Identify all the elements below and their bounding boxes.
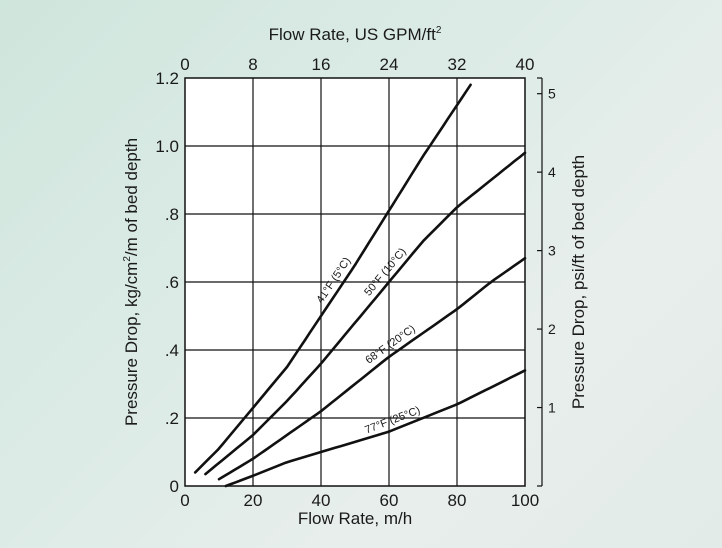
y-tick-label: .8 bbox=[165, 205, 179, 224]
x-tick-label: 20 bbox=[244, 491, 263, 510]
x2-tick-label: 40 bbox=[516, 55, 535, 74]
x-axis-title: Flow Rate, m/h bbox=[298, 509, 412, 528]
series-line-2 bbox=[204, 151, 527, 476]
x-tick-label: 0 bbox=[180, 491, 189, 510]
series-line-1 bbox=[193, 83, 472, 474]
x-tick-label: 60 bbox=[380, 491, 399, 510]
x2-tick-label: 32 bbox=[448, 55, 467, 74]
top-axis-title-text: Flow Rate, US GPM/ft bbox=[269, 25, 436, 44]
y2-axis-title: Pressure Drop, psi/ft of bed depth bbox=[569, 155, 588, 409]
x-tick-label: 80 bbox=[448, 491, 467, 510]
x2-tick-label: 24 bbox=[380, 55, 399, 74]
y2-tick-label: 1 bbox=[548, 400, 556, 416]
y-tick-label: .6 bbox=[165, 273, 179, 292]
y2-tick-label: 3 bbox=[548, 243, 556, 259]
y-axis-title-pre: Pressure Drop, kg/cm bbox=[122, 262, 141, 426]
series-line-3 bbox=[217, 256, 527, 481]
y2-tick-label: 4 bbox=[548, 164, 556, 180]
right-axis: 1 2 3 4 5 bbox=[537, 77, 556, 487]
y-tick-label: 0 bbox=[170, 477, 179, 496]
x-tick-label: 100 bbox=[511, 491, 539, 510]
y-axis-title-sup: 2 bbox=[122, 256, 133, 262]
top-axis-title: Flow Rate, US GPM/ft2 bbox=[269, 25, 442, 44]
grid bbox=[185, 78, 525, 486]
series-line-4 bbox=[224, 369, 527, 488]
y-tick-label: 1.2 bbox=[155, 69, 179, 88]
x2-tick-label: 0 bbox=[180, 55, 189, 74]
y2-tick-label: 2 bbox=[548, 321, 556, 337]
x-tick-label: 40 bbox=[312, 491, 331, 510]
y-tick-label: .2 bbox=[165, 409, 179, 428]
x2-tick-label: 8 bbox=[248, 55, 257, 74]
ticks: 0 20 40 60 80 100 0 8 16 24 32 40 0 .2 .4 .6 .8 1.0 1.2 bbox=[155, 55, 539, 510]
y-axis-title-post: /m of bed depth bbox=[122, 138, 141, 256]
top-axis-title-sup: 2 bbox=[436, 25, 442, 36]
y2-tick-label: 5 bbox=[548, 86, 556, 102]
y-tick-label: .4 bbox=[165, 341, 179, 360]
x2-tick-label: 16 bbox=[312, 55, 331, 74]
y-tick-label: 1.0 bbox=[155, 137, 179, 156]
y-axis-title: Pressure Drop, kg/cm2/m of bed depth bbox=[122, 138, 141, 426]
